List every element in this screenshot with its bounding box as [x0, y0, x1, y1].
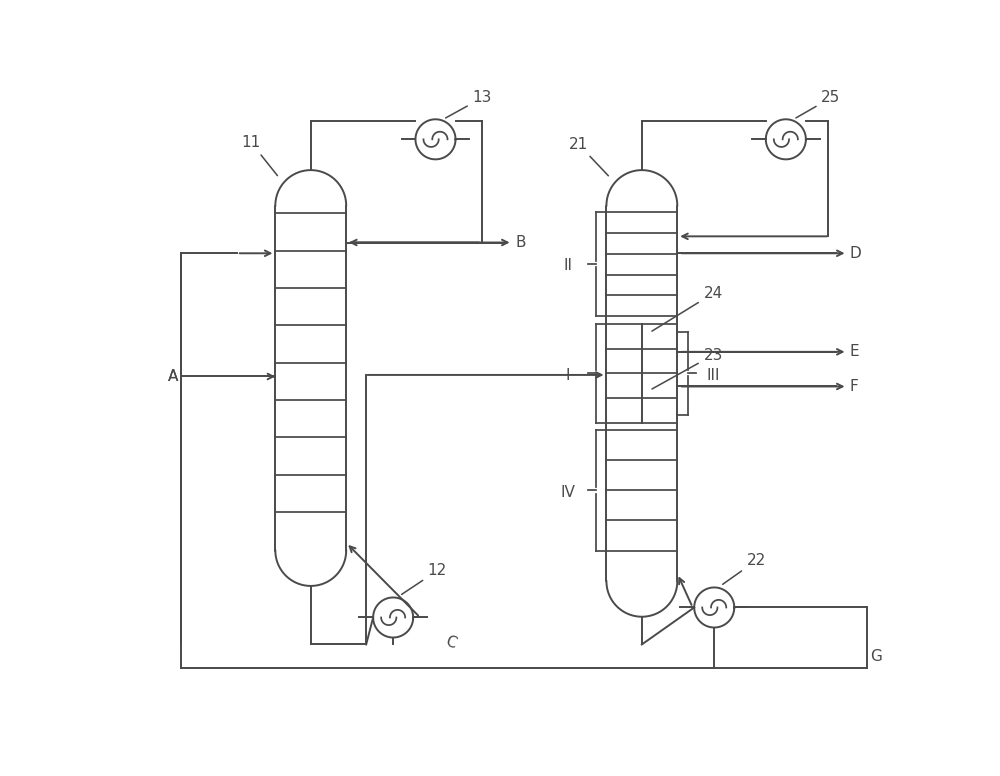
Text: C: C: [443, 633, 458, 651]
Text: B: B: [516, 235, 526, 250]
Text: A: A: [168, 369, 178, 384]
Text: III: III: [707, 368, 720, 383]
Text: IV: IV: [561, 484, 575, 500]
Text: A: A: [168, 369, 178, 384]
Text: E: E: [850, 345, 859, 359]
Text: 25: 25: [796, 90, 841, 118]
Text: D: D: [850, 246, 862, 261]
Text: 11: 11: [241, 135, 277, 175]
Text: 21: 21: [569, 137, 608, 176]
Text: 23: 23: [652, 348, 723, 389]
Text: F: F: [850, 379, 859, 394]
Text: 22: 22: [723, 553, 766, 584]
Text: 12: 12: [402, 563, 447, 594]
Text: 13: 13: [446, 90, 492, 118]
Text: I: I: [566, 368, 570, 383]
Text: G: G: [870, 650, 882, 664]
Text: II: II: [563, 258, 572, 273]
Text: 24: 24: [652, 286, 723, 331]
